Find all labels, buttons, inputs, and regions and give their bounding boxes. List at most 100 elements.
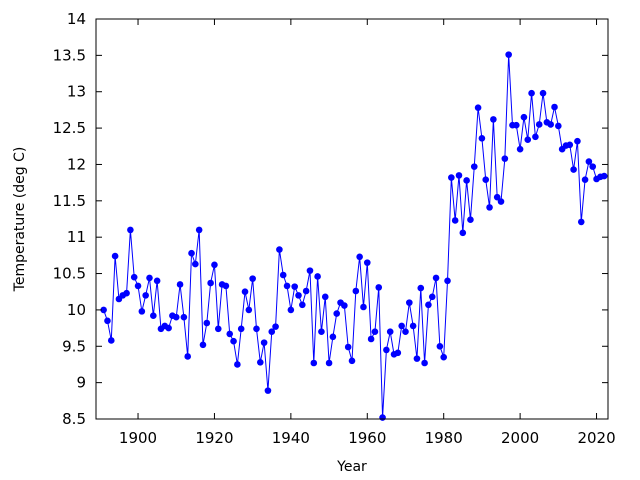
data-point bbox=[402, 328, 409, 336]
x-tick-label: 1940 bbox=[272, 429, 310, 447]
data-point bbox=[440, 353, 448, 361]
data-point bbox=[138, 308, 146, 315]
y-tick-label: 12 bbox=[67, 155, 86, 173]
data-point bbox=[348, 357, 356, 365]
data-point bbox=[344, 343, 352, 351]
data-point bbox=[505, 51, 512, 58]
data-point bbox=[459, 229, 467, 237]
data-point bbox=[302, 287, 310, 295]
y-tick-label: 8.5 bbox=[62, 410, 86, 428]
data-point bbox=[153, 277, 161, 285]
data-point bbox=[497, 198, 505, 205]
data-point bbox=[520, 113, 528, 121]
data-point bbox=[463, 177, 470, 184]
data-point bbox=[421, 359, 428, 367]
data-point bbox=[551, 103, 558, 111]
y-tick-label: 11.5 bbox=[53, 192, 86, 210]
data-point bbox=[363, 259, 371, 266]
x-axis-title: Year bbox=[336, 459, 367, 475]
data-point bbox=[356, 253, 363, 261]
x-tick-label: 1960 bbox=[348, 429, 386, 447]
data-point bbox=[276, 246, 283, 253]
tick-layer: 1900 1920 1940 1960 1980 2000 2020 8.5 9 9.5 10 10.… bbox=[53, 10, 616, 447]
x-tick-label: 1920 bbox=[195, 429, 233, 447]
data-point bbox=[448, 174, 455, 181]
data-point bbox=[230, 337, 237, 345]
data-point bbox=[535, 121, 543, 128]
data-point bbox=[111, 252, 119, 260]
data-point bbox=[386, 328, 394, 336]
data-point bbox=[299, 301, 306, 309]
data-point bbox=[352, 287, 360, 295]
data-point bbox=[272, 323, 279, 330]
data-point bbox=[249, 275, 256, 282]
data-point bbox=[195, 226, 203, 234]
data-point bbox=[425, 301, 432, 309]
data-point bbox=[589, 163, 597, 170]
data-point bbox=[512, 121, 520, 129]
data-point bbox=[394, 349, 402, 357]
data-point bbox=[199, 341, 207, 349]
data-point bbox=[260, 339, 268, 346]
data-point bbox=[566, 141, 574, 149]
data-point bbox=[600, 172, 608, 180]
y-tick-label: 11 bbox=[67, 228, 86, 246]
data-point bbox=[501, 155, 509, 162]
data-point bbox=[432, 274, 440, 282]
data-point bbox=[581, 176, 589, 184]
plot-frame bbox=[95, 18, 609, 420]
data-point bbox=[451, 217, 459, 224]
data-point bbox=[379, 414, 386, 421]
data-point bbox=[524, 136, 532, 144]
data-point bbox=[329, 333, 337, 341]
data-point bbox=[555, 122, 562, 130]
data-point bbox=[226, 330, 234, 338]
data-point bbox=[444, 277, 451, 285]
data-point bbox=[314, 273, 321, 280]
data-point bbox=[478, 134, 486, 142]
y-tick-label: 10.5 bbox=[53, 265, 86, 283]
data-point bbox=[321, 293, 329, 301]
data-point bbox=[310, 359, 318, 367]
data-point bbox=[367, 335, 375, 343]
data-point bbox=[532, 133, 539, 141]
data-point bbox=[547, 121, 554, 128]
data-point bbox=[207, 279, 214, 287]
data-point bbox=[100, 306, 107, 314]
data-point bbox=[341, 302, 348, 309]
data-point bbox=[516, 145, 524, 153]
data-point bbox=[211, 261, 218, 269]
data-point bbox=[192, 260, 199, 268]
data-point bbox=[134, 282, 142, 290]
data-point bbox=[253, 325, 260, 333]
data-point bbox=[539, 89, 547, 97]
series-layer bbox=[100, 51, 608, 421]
data-point bbox=[184, 353, 192, 360]
data-point bbox=[493, 193, 501, 201]
y-tick-label: 9.5 bbox=[62, 337, 86, 355]
data-point bbox=[222, 282, 230, 290]
data-point bbox=[150, 312, 157, 320]
data-point bbox=[417, 284, 425, 292]
data-point bbox=[360, 303, 367, 311]
data-point bbox=[318, 328, 325, 336]
y-axis-title: Temperature (deg C) bbox=[12, 147, 28, 293]
data-point bbox=[577, 218, 585, 226]
data-point bbox=[467, 216, 474, 224]
data-point bbox=[436, 342, 444, 350]
data-point bbox=[474, 104, 482, 112]
data-point bbox=[188, 249, 195, 257]
data-point bbox=[127, 226, 134, 234]
data-point bbox=[490, 116, 497, 123]
data-point bbox=[130, 273, 138, 281]
x-tick-label: 2020 bbox=[577, 429, 615, 447]
data-point bbox=[371, 328, 379, 336]
series-line bbox=[103, 54, 605, 418]
data-point bbox=[486, 204, 493, 211]
data-point bbox=[241, 288, 249, 296]
data-point bbox=[146, 274, 153, 282]
data-point bbox=[245, 306, 253, 314]
x-tick-label: 1900 bbox=[119, 429, 157, 447]
